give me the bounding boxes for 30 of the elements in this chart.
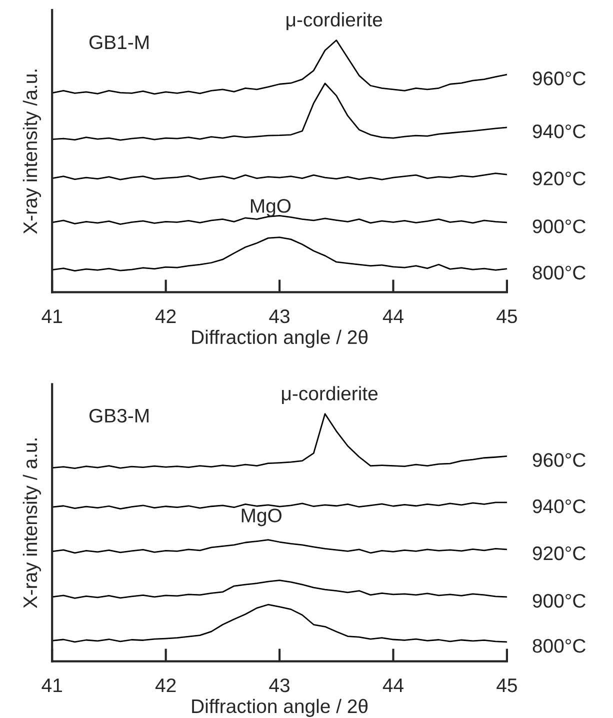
series-label: 800°C <box>532 638 586 653</box>
x-tick-label: 44 <box>382 310 404 323</box>
x-axis-title: Diffraction angle / 2θ <box>192 330 368 348</box>
annotation: MgO <box>242 508 282 526</box>
x-tick-label: 43 <box>269 309 290 324</box>
series-label: 920°C <box>532 546 586 560</box>
series-label: 960°C <box>532 453 586 467</box>
x-tick-label: 43 <box>269 678 290 692</box>
x-tick-label: 44 <box>382 678 404 692</box>
y-axis-title: X-ray intensity / a.u. <box>22 438 41 608</box>
x-tick-label: 42 <box>155 678 176 692</box>
x-axis-title: Diffraction angle / 2θ <box>192 698 368 717</box>
x-tick-label: 45 <box>496 678 517 692</box>
series-label: 900°C <box>532 594 586 608</box>
series-label: 940°C <box>532 124 586 138</box>
annotation: GB1-M <box>89 35 148 50</box>
annotation: MgO <box>250 199 291 217</box>
series-label: 920°C <box>532 172 586 186</box>
text: μ-cordierite <box>282 386 378 404</box>
annotation: GB3-M <box>89 408 148 423</box>
text: μ-cordierite <box>286 12 382 30</box>
series-label: 900°C <box>532 219 586 234</box>
x-tick-label: 42 <box>155 309 176 323</box>
series-label: 800°C <box>532 266 586 280</box>
series-label: 960°C <box>532 72 586 86</box>
y-axis-title: X-ray intensity /a.u. <box>22 70 41 234</box>
x-tick-label: 41 <box>42 678 62 692</box>
x-tick-label: 41 <box>42 310 62 323</box>
series-label: 940°C <box>532 499 586 514</box>
x-tick-label: 45 <box>496 310 517 324</box>
